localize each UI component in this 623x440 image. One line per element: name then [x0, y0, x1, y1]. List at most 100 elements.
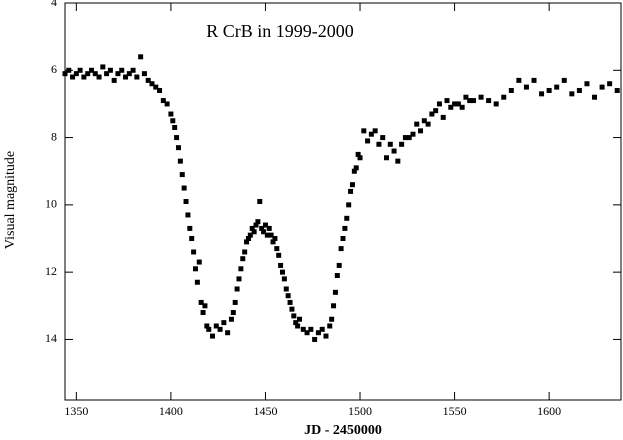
data-point — [440, 114, 446, 120]
x-tick-label: 1400 — [159, 404, 183, 418]
data-point — [123, 74, 129, 80]
data-point — [486, 98, 492, 104]
y-tick-label: 8 — [51, 129, 57, 143]
data-point — [351, 168, 357, 174]
data-point — [452, 101, 458, 107]
y-tick-label: 12 — [45, 264, 57, 278]
data-point — [119, 67, 125, 73]
x-tick-label: 1550 — [443, 404, 467, 418]
data-point — [130, 67, 136, 73]
data-point — [291, 313, 297, 319]
data-point — [539, 91, 545, 97]
data-point — [332, 289, 338, 295]
data-point — [319, 326, 325, 332]
data-point — [383, 155, 389, 161]
data-point — [187, 225, 193, 231]
data-point — [380, 135, 386, 141]
data-point — [202, 303, 208, 309]
data-point — [276, 252, 282, 258]
data-point — [368, 131, 374, 137]
data-point — [77, 67, 83, 73]
data-point — [561, 77, 567, 83]
data-point — [293, 320, 299, 326]
data-point — [315, 330, 321, 336]
data-point — [221, 320, 227, 326]
data-point — [192, 266, 198, 272]
data-point — [576, 87, 582, 93]
y-axis-label: Visual magnitude — [3, 151, 18, 249]
data-point — [266, 225, 272, 231]
data-point — [433, 108, 439, 114]
data-point — [592, 94, 598, 100]
data-point — [179, 172, 185, 178]
data-point — [614, 87, 620, 93]
data-point — [234, 286, 240, 292]
data-point — [149, 81, 155, 87]
data-point — [181, 185, 187, 191]
data-point — [323, 333, 329, 339]
data-point — [261, 229, 267, 235]
x-tick-label: 1600 — [537, 404, 561, 418]
data-point — [607, 81, 613, 87]
data-point — [134, 74, 140, 80]
data-point — [348, 188, 354, 194]
data-point — [232, 299, 238, 305]
data-point — [402, 135, 408, 141]
data-point — [138, 54, 144, 60]
data-point — [206, 326, 212, 332]
data-point — [185, 212, 191, 218]
data-point — [353, 165, 359, 171]
data-point — [287, 299, 293, 305]
data-point — [584, 81, 590, 87]
data-point — [278, 262, 284, 268]
x-tick-label: 1450 — [253, 404, 277, 418]
data-point — [141, 71, 147, 77]
data-point — [174, 135, 180, 141]
data-point — [157, 87, 163, 93]
data-point — [295, 323, 301, 329]
data-point — [213, 323, 219, 329]
data-point — [107, 67, 113, 73]
data-point — [421, 118, 427, 124]
data-point — [467, 98, 473, 104]
data-point — [88, 67, 94, 73]
data-point — [395, 158, 401, 164]
data-point — [365, 138, 371, 144]
plot-frame — [64, 2, 622, 401]
data-point — [251, 229, 257, 235]
data-point — [255, 219, 261, 225]
data-point — [104, 71, 110, 77]
data-point — [372, 128, 378, 134]
data-point — [376, 141, 382, 147]
data-point — [228, 316, 234, 322]
data-point — [230, 310, 236, 316]
data-point — [170, 118, 176, 124]
data-point — [194, 279, 200, 285]
data-point — [66, 67, 72, 73]
data-point — [391, 148, 397, 154]
x-tick-label: 1350 — [64, 404, 88, 418]
data-point — [308, 326, 314, 332]
data-point — [92, 71, 98, 77]
data-point — [285, 293, 291, 299]
data-point — [546, 87, 552, 93]
data-point — [85, 71, 91, 77]
data-point — [175, 145, 181, 151]
data-point — [126, 71, 132, 77]
data-point — [361, 128, 367, 134]
data-point — [554, 84, 560, 90]
x-axis-label: JD - 2450000 — [304, 423, 382, 438]
data-point — [346, 202, 352, 208]
y-tick-label: 10 — [45, 197, 57, 211]
data-point — [200, 310, 206, 316]
data-point — [387, 141, 393, 147]
data-point — [289, 306, 295, 312]
data-point — [357, 155, 363, 161]
data-point — [244, 239, 250, 245]
data-point — [399, 141, 405, 147]
data-point — [523, 84, 529, 90]
data-point — [331, 303, 337, 309]
data-point — [198, 299, 204, 305]
data-point — [336, 262, 342, 268]
